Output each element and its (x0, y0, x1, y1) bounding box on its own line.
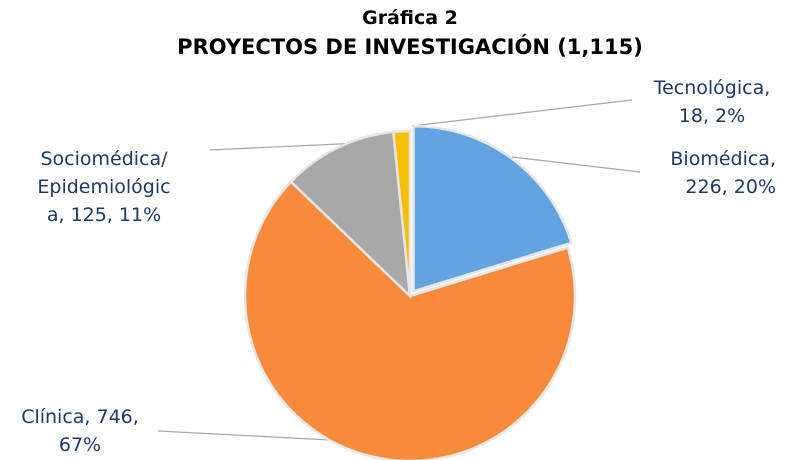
leader-line (209, 142, 361, 151)
slice-label: Clínica, 746, (21, 406, 139, 428)
leader-line (511, 156, 641, 173)
slice-label: 18, 2% (679, 105, 745, 127)
pie-slice (243, 179, 577, 460)
slice-label: Tecnológica, (653, 77, 771, 99)
slice-label: a, 125, 11% (47, 204, 161, 226)
pie-slice (391, 129, 412, 297)
chart-title: Gráfica 2 (362, 7, 458, 29)
slice-label: Sociomédica/ (40, 148, 168, 170)
chart-subtitle: PROYECTOS DE INVESTIGACIÓN (1,115) (177, 34, 643, 59)
pie-slice (412, 124, 573, 293)
leader-line (157, 430, 331, 441)
pie-slice (289, 130, 412, 300)
leader-line (411, 99, 633, 127)
slice-label: 67% (59, 434, 101, 456)
slice-label: 226, 20% (685, 176, 776, 198)
slice-label: Biomédica, (670, 148, 776, 170)
slice-label: Epidemiológic (37, 176, 170, 198)
